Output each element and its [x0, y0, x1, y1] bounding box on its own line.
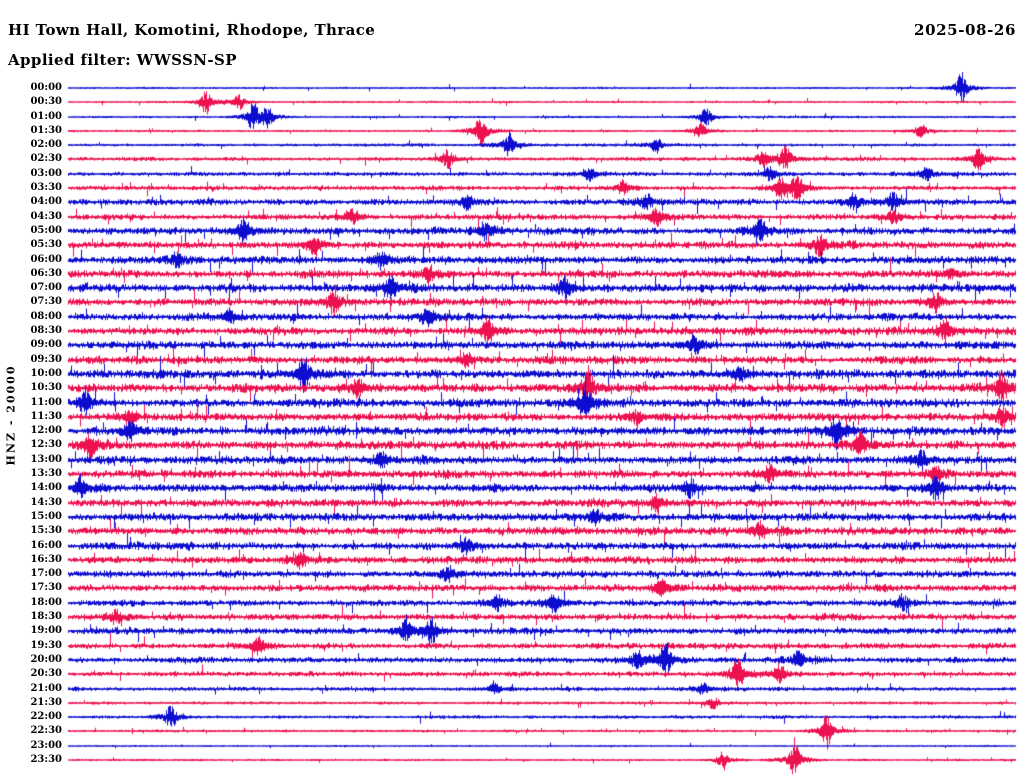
- time-label-0500: 05:00: [30, 225, 62, 236]
- time-label-0130: 01:30: [30, 125, 62, 136]
- time-label-0330: 03:30: [30, 182, 62, 193]
- time-label-0200: 02:00: [30, 139, 62, 150]
- station-title: HI Town Hall, Komotini, Rhodope, Thrace: [8, 21, 376, 39]
- time-label-0400: 04:00: [30, 196, 62, 207]
- time-label-0700: 07:00: [30, 282, 62, 293]
- time-label-0630: 06:30: [30, 268, 62, 279]
- time-label-0900: 09:00: [30, 339, 62, 350]
- time-label-0730: 07:30: [30, 296, 62, 307]
- time-label-2000: 20:00: [30, 654, 62, 665]
- time-label-1730: 17:30: [30, 582, 62, 593]
- time-label-0030: 00:30: [30, 96, 62, 107]
- time-label-1130: 11:30: [30, 411, 62, 422]
- time-label-1830: 18:30: [30, 611, 62, 622]
- filter-label: Applied filter: WWSSN-SP: [8, 51, 237, 69]
- time-label-1300: 13:00: [30, 454, 62, 465]
- time-label-2030: 20:30: [30, 668, 62, 679]
- time-label-0000: 00:00: [30, 82, 62, 93]
- time-label-1530: 15:30: [30, 525, 62, 536]
- time-label-2100: 21:00: [30, 683, 62, 694]
- time-label-1600: 16:00: [30, 540, 62, 551]
- time-label-1700: 17:00: [30, 568, 62, 579]
- time-label-1400: 14:00: [30, 482, 62, 493]
- time-label-0430: 04:30: [30, 211, 62, 222]
- time-label-0230: 02:30: [30, 153, 62, 164]
- time-label-1330: 13:30: [30, 468, 62, 479]
- time-label-1230: 12:30: [30, 439, 62, 450]
- date-label: 2025-08-26: [914, 21, 1016, 39]
- time-label-1900: 19:00: [30, 625, 62, 636]
- time-label-0100: 01:00: [30, 111, 62, 122]
- time-label-0530: 05:30: [30, 239, 62, 250]
- time-label-2230: 22:30: [30, 725, 62, 736]
- time-label-1630: 16:30: [30, 554, 62, 565]
- time-label-2130: 21:30: [30, 697, 62, 708]
- time-label-2330: 23:30: [30, 754, 62, 765]
- time-label-2300: 23:00: [30, 740, 62, 751]
- time-label-1030: 10:30: [30, 382, 62, 393]
- time-label-1800: 18:00: [30, 597, 62, 608]
- time-label-1100: 11:00: [30, 397, 62, 408]
- time-label-1430: 14:30: [30, 497, 62, 508]
- time-label-1930: 19:30: [30, 640, 62, 651]
- time-label-0800: 08:00: [30, 311, 62, 322]
- time-label-0830: 08:30: [30, 325, 62, 336]
- time-label-1500: 15:00: [30, 511, 62, 522]
- time-label-0300: 03:00: [30, 168, 62, 179]
- time-label-1000: 10:00: [30, 368, 62, 379]
- time-label-0600: 06:00: [30, 254, 62, 265]
- time-label-2200: 22:00: [30, 711, 62, 722]
- time-label-0930: 09:30: [30, 354, 62, 365]
- time-label-1200: 12:00: [30, 425, 62, 436]
